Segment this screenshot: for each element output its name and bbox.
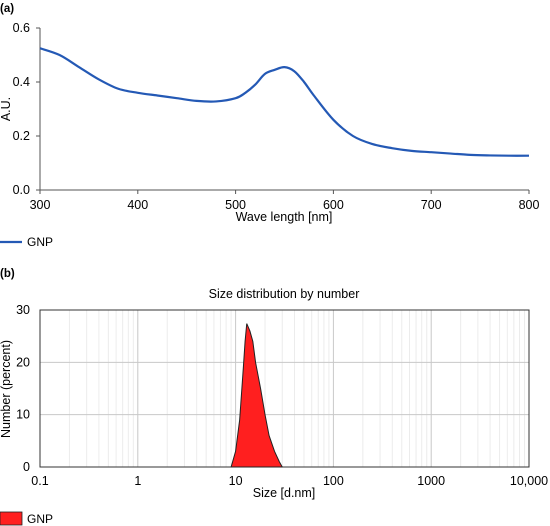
size-distribution-chart: Size distribution by number 0.1 1 10 100 100… xyxy=(0,287,548,526)
y-axis-label: A.U. xyxy=(0,97,13,121)
panel-b-label: (b) xyxy=(0,268,15,280)
legend-label-gnp: GNP xyxy=(27,512,53,526)
legend-label-gnp: GNP xyxy=(27,235,53,249)
y-tick-label: 0 xyxy=(23,460,30,474)
x-tick-label: 300 xyxy=(30,198,51,212)
x-axis-label: Wave length [nm] xyxy=(236,210,333,224)
y-axis-label: Number (percent) xyxy=(0,340,13,438)
x-tick-label: 800 xyxy=(519,198,540,212)
x-tick-label: 400 xyxy=(127,198,148,212)
plot-frame xyxy=(39,309,530,468)
chart-title: Size distribution by number xyxy=(209,287,360,301)
legend-swatch-gnp xyxy=(0,511,23,526)
x-tick-label: 700 xyxy=(421,198,442,212)
y-tick-label: 0.4 xyxy=(13,75,30,89)
x-axis-label: Size [d.nm] xyxy=(253,486,316,500)
x-tick-label: 600 xyxy=(323,198,344,212)
series-area-gnp xyxy=(230,323,284,468)
x-tick-label: 0.1 xyxy=(31,474,48,488)
x-tick-label: 10 xyxy=(229,474,243,488)
x-tick-label: 1 xyxy=(134,474,141,488)
x-tick-label: 1000 xyxy=(417,474,445,488)
series-line-gnp xyxy=(39,47,530,157)
x-tick-label: 100 xyxy=(323,474,344,488)
y-tick-label: 0.6 xyxy=(13,21,30,35)
panel-a-label: (a) xyxy=(0,3,14,15)
y-tick-label: 0.0 xyxy=(13,183,30,197)
y-tick-label: 30 xyxy=(16,303,30,317)
y-tick-label: 20 xyxy=(16,355,30,369)
x-tick-label: 10,000 xyxy=(510,474,548,488)
y-tick-label: 0.2 xyxy=(13,129,30,143)
x-tick-label: 500 xyxy=(225,198,246,212)
uv-vis-chart: 300 400 500 600 700 800 0.0 0.2 0.4 0.6 Wave leng… xyxy=(0,21,539,249)
y-tick-label: 10 xyxy=(16,408,30,422)
